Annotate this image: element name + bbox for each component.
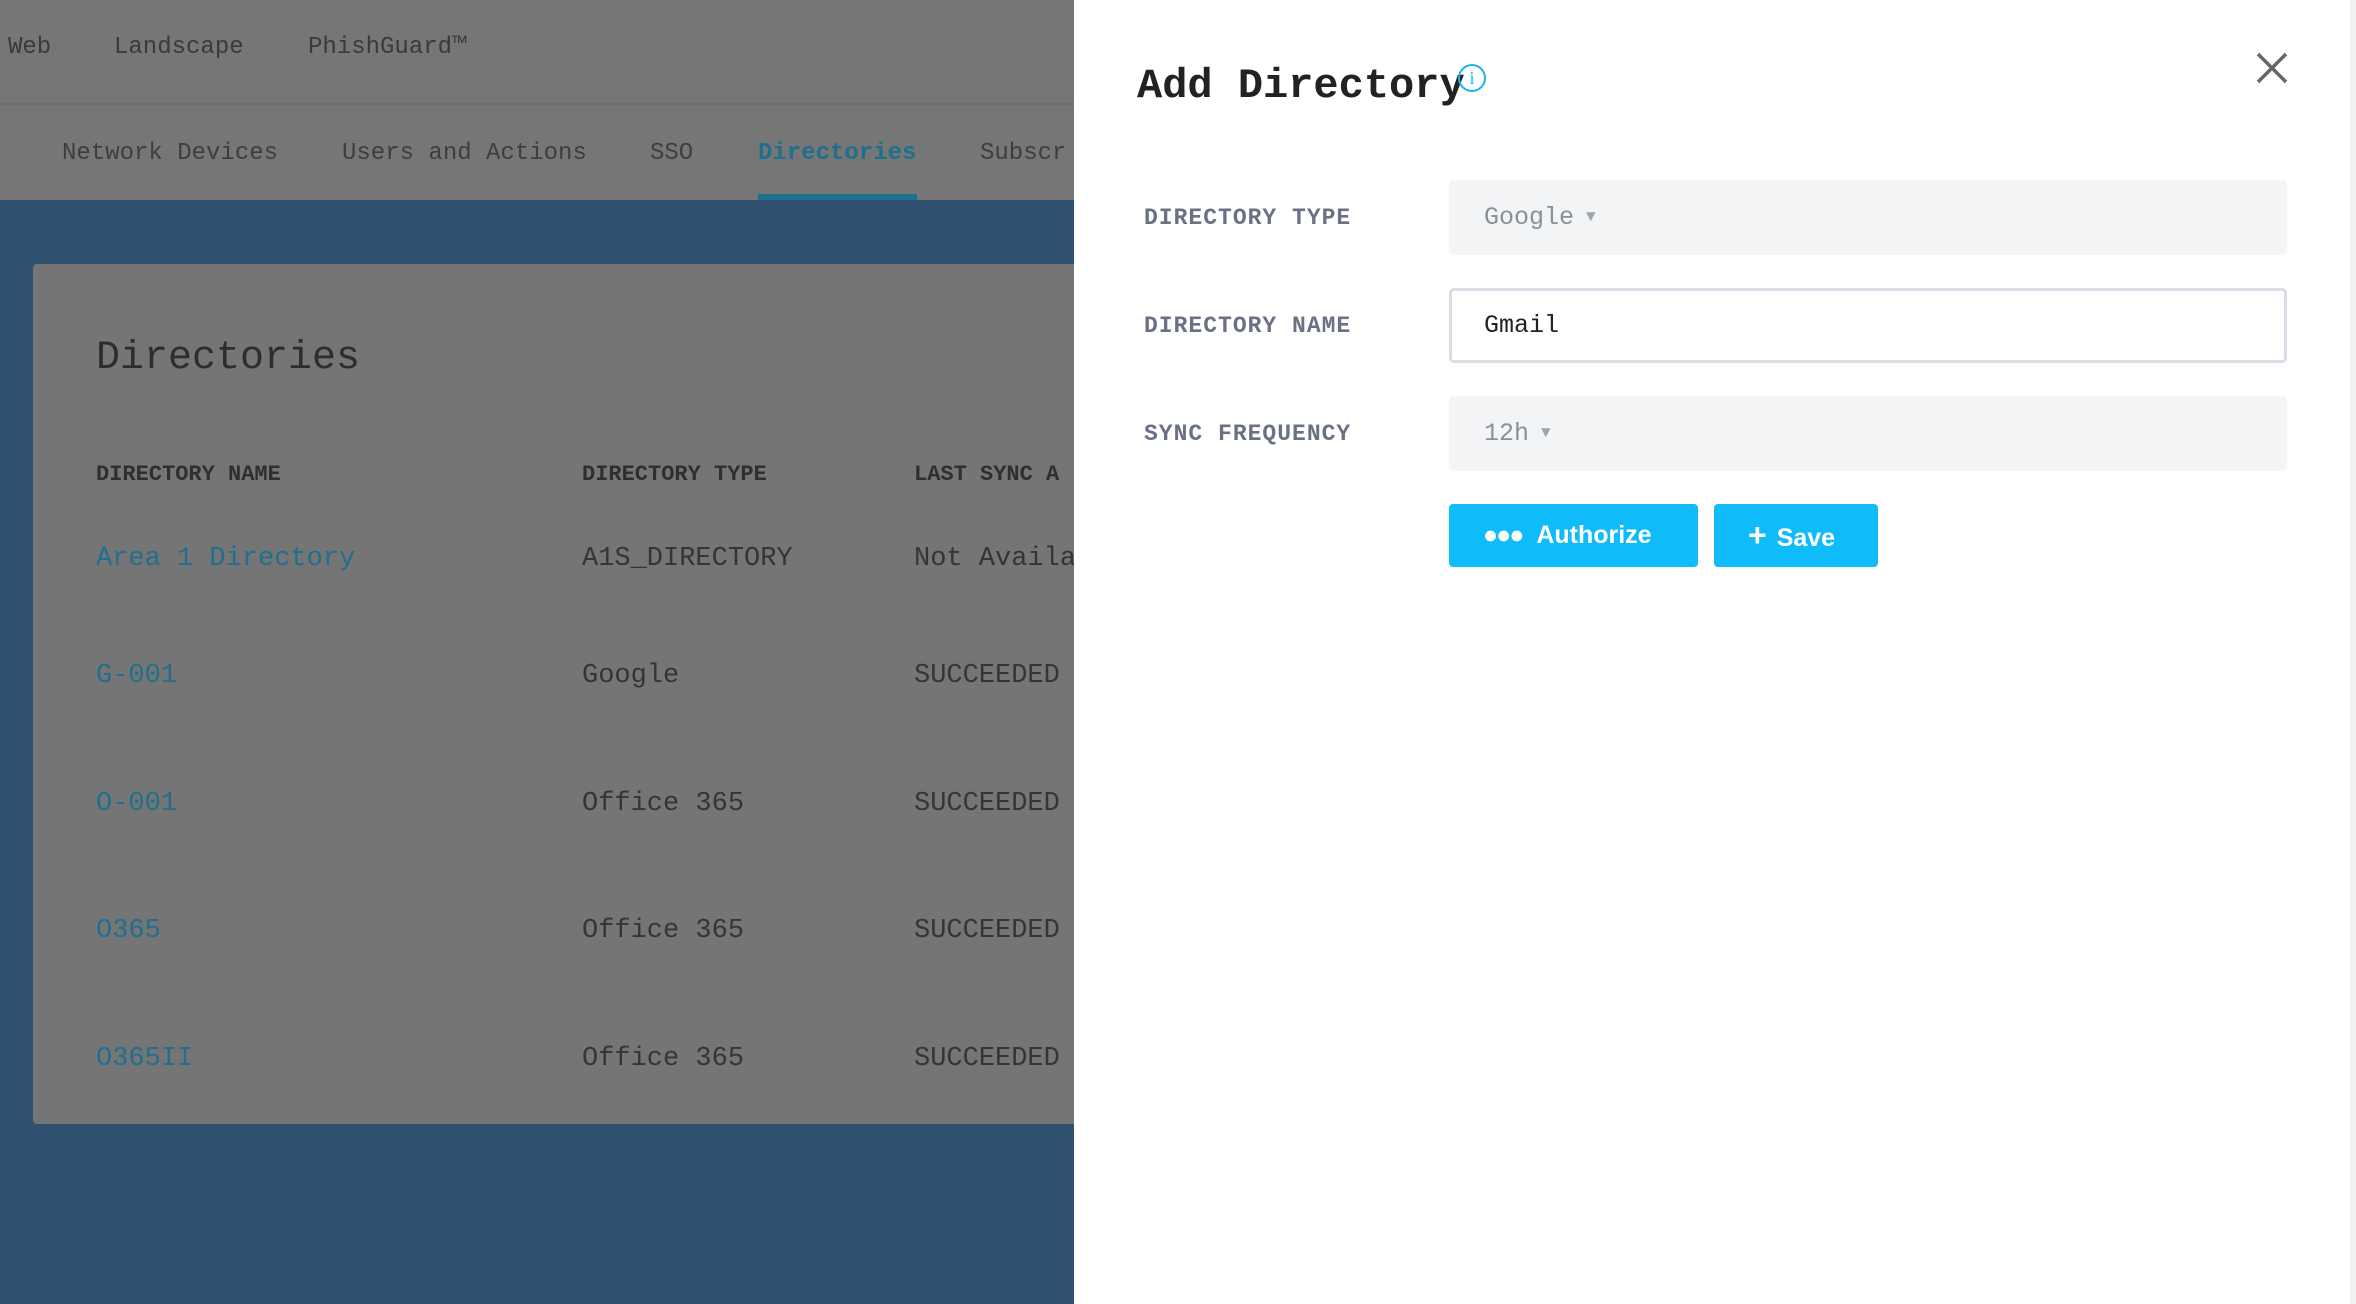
authorize-button[interactable]: ●●● Authorize: [1449, 504, 1698, 567]
dots-icon: ●●●: [1483, 521, 1524, 549]
column-header-name: DIRECTORY NAME: [96, 462, 281, 487]
info-icon[interactable]: i: [1458, 64, 1486, 92]
directory-type-cell: Google: [582, 661, 680, 691]
directory-name-input[interactable]: Gmail: [1449, 288, 2287, 363]
caret-down-icon: ▼: [1541, 424, 1551, 442]
directory-name-label: DIRECTORY NAME: [1144, 313, 1352, 339]
plus-icon: +: [1748, 517, 1767, 553]
panel-title: Add Directory: [1137, 62, 1465, 110]
directory-type-select[interactable]: Google ▼: [1449, 180, 2287, 255]
tab-subscriptions[interactable]: Subscr: [980, 140, 1067, 167]
directories-card: Directories DIRECTORY NAME DIRECTORY TYP…: [33, 264, 1074, 1124]
caret-down-icon: ▼: [1586, 208, 1596, 226]
save-button[interactable]: + Save: [1714, 504, 1878, 567]
directory-type-cell: Office 365: [582, 1044, 745, 1074]
background-page: Web Landscape PhishGuard™ Network Device…: [0, 0, 1074, 1304]
tab-sso[interactable]: SSO: [650, 140, 694, 167]
sync-frequency-label: SYNC FREQUENCY: [1144, 421, 1352, 447]
directory-name-link[interactable]: O365II: [96, 1044, 194, 1074]
column-header-last-sync: LAST SYNC A: [914, 462, 1060, 487]
column-header-type: DIRECTORY TYPE: [582, 462, 767, 487]
directory-type-cell: Office 365: [582, 789, 745, 819]
add-directory-panel: Add Directory i DIRECTORY TYPE Google ▼ D…: [1074, 0, 2356, 1304]
last-sync-cell: SUCCEEDED: [914, 916, 1060, 946]
tab-bar: Network Devices Users and Actions SSO Di…: [0, 106, 1074, 200]
sync-frequency-select[interactable]: 12h ▼: [1449, 396, 2287, 471]
directory-name-link[interactable]: O-001: [96, 789, 178, 819]
last-sync-cell: SUCCEEDED: [914, 1044, 1060, 1074]
active-tab-indicator: [758, 194, 917, 200]
directory-type-value: Google: [1484, 203, 1575, 232]
sync-frequency-value: 12h: [1484, 419, 1530, 448]
top-nav: Web Landscape PhishGuard™: [0, 0, 1074, 105]
tab-users-and-actions[interactable]: Users and Actions: [342, 140, 587, 167]
directory-name-link[interactable]: O365: [96, 916, 161, 946]
last-sync-cell: SUCCEEDED: [914, 789, 1060, 819]
save-label: Save: [1776, 524, 1836, 552]
tab-directories[interactable]: Directories: [758, 140, 917, 167]
panel-scrollbar[interactable]: [2350, 0, 2356, 1304]
nav-phishguard[interactable]: PhishGuard™: [308, 34, 467, 61]
nav-landscape[interactable]: Landscape: [114, 34, 244, 61]
directory-type-label: DIRECTORY TYPE: [1144, 205, 1352, 231]
close-icon[interactable]: [2252, 48, 2292, 88]
nav-web[interactable]: Web: [8, 34, 52, 61]
last-sync-cell: Not Availa: [914, 544, 1074, 574]
last-sync-cell: SUCCEEDED: [914, 661, 1060, 691]
authorize-label: Authorize: [1536, 521, 1652, 549]
directory-name-link[interactable]: Area 1 Directory: [96, 544, 356, 574]
directory-type-cell: A1S_DIRECTORY: [582, 544, 793, 574]
tab-network-devices[interactable]: Network Devices: [62, 140, 279, 167]
directory-type-cell: Office 365: [582, 916, 745, 946]
directory-name-link[interactable]: G-001: [96, 661, 178, 691]
card-title: Directories: [96, 336, 361, 381]
